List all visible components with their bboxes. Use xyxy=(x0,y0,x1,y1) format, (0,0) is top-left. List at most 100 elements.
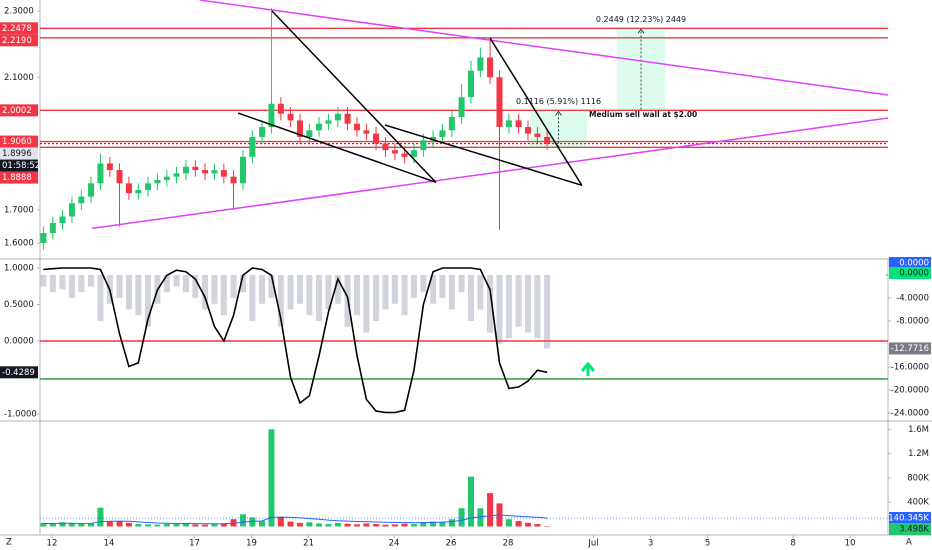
volume-bar xyxy=(239,514,246,527)
candle-body xyxy=(524,126,531,134)
volume-bar xyxy=(40,522,47,527)
volume-bar xyxy=(334,522,341,527)
annotation: Medium sell wall at $2.00 xyxy=(589,110,697,119)
histogram-bar xyxy=(220,275,227,316)
histogram-bar xyxy=(78,275,85,293)
measure-label: 0.1116 (5.91%) 1116 xyxy=(516,97,601,106)
candle-body xyxy=(277,103,284,114)
candle-body xyxy=(145,183,152,190)
volume-bar xyxy=(211,524,218,527)
volume-bar xyxy=(145,524,152,527)
histogram-bar xyxy=(487,275,494,333)
trendline xyxy=(91,117,888,230)
histogram-bar xyxy=(249,275,256,322)
volume-bar xyxy=(249,517,256,527)
volume-bar xyxy=(410,524,417,527)
x-tick-label: 12 xyxy=(47,539,58,549)
histogram-bar xyxy=(211,275,218,304)
candle-body xyxy=(325,120,332,124)
histogram-bar xyxy=(116,275,123,299)
histogram-bar xyxy=(68,275,75,299)
value-label: 2.2478 xyxy=(2,24,32,34)
histogram-bar xyxy=(88,275,95,287)
volume-bar xyxy=(173,524,180,527)
oscillator-line xyxy=(43,267,548,414)
value-label-box xyxy=(889,257,931,270)
y-tick-label: 1.6M xyxy=(908,425,929,435)
value-label: 1.8888 xyxy=(2,173,32,183)
histogram-bar xyxy=(40,275,47,287)
volume-bar xyxy=(277,516,284,527)
histogram-bar xyxy=(163,275,170,293)
volume-bar xyxy=(467,476,474,527)
value-label-box xyxy=(0,171,38,184)
value-label: 3.498K xyxy=(899,524,929,534)
candle-body xyxy=(116,170,123,184)
candle-body xyxy=(373,133,380,144)
value-label-box xyxy=(889,511,931,524)
histogram-bar xyxy=(59,275,66,290)
histogram-bar xyxy=(259,275,266,304)
candle-body xyxy=(363,130,370,134)
value-label-box xyxy=(0,366,38,379)
histogram-bar xyxy=(420,275,427,293)
x-tick-label: 3 xyxy=(648,539,653,549)
histogram-bar xyxy=(287,275,294,310)
x-tick-label: 21 xyxy=(303,539,314,549)
volume-bar xyxy=(325,524,332,527)
y-tick-label: 0.5000 xyxy=(4,300,34,310)
histogram-bar xyxy=(230,275,237,299)
zoom-button[interactable]: Z xyxy=(6,538,12,548)
candle-body xyxy=(173,173,180,177)
value-label: -12.7716 xyxy=(891,344,929,354)
candle-body xyxy=(401,153,408,157)
candle-body xyxy=(59,216,66,224)
x-tick-label: 24 xyxy=(389,539,400,549)
candle-body xyxy=(544,136,551,144)
volume-bar xyxy=(135,524,142,527)
volume-bar xyxy=(163,523,170,527)
y-tick-label: 1.2M xyxy=(908,449,929,459)
volume-bar xyxy=(401,523,408,527)
volume-bar xyxy=(88,523,95,527)
volume-bar xyxy=(59,522,66,527)
histogram-bar xyxy=(401,275,408,316)
candle-body xyxy=(239,156,246,184)
y-tick-label: 0.0000 xyxy=(4,337,34,347)
volume-bar xyxy=(391,524,398,527)
volume-bar xyxy=(97,507,104,527)
value-label-box xyxy=(0,22,38,35)
volume-bar xyxy=(505,519,512,527)
volume-bar xyxy=(382,524,389,527)
x-tick-label: 28 xyxy=(503,539,514,549)
volume-bar xyxy=(515,521,522,527)
volume-bar xyxy=(420,522,427,527)
candle-body xyxy=(163,176,170,181)
candle-body xyxy=(249,136,256,157)
trendline xyxy=(237,112,437,184)
histogram-bar xyxy=(544,275,551,349)
y-tick-label: 400K xyxy=(907,498,929,508)
x-tick-label: Jul xyxy=(587,539,598,549)
candle-body xyxy=(458,97,465,118)
candle-body xyxy=(202,170,209,174)
volume-bar xyxy=(220,523,227,527)
volume-bar xyxy=(68,523,75,527)
value-label: 01:58:52 xyxy=(2,161,40,171)
candle-body xyxy=(515,120,522,127)
measure-arrowhead xyxy=(555,110,562,116)
measure-label: 0.2449 (12.23%) 2449 xyxy=(596,15,686,24)
volume-bar xyxy=(259,521,266,527)
value-label: 1.8996 xyxy=(2,149,32,159)
candle-body xyxy=(49,223,56,234)
y-tick-label: 2.1000 xyxy=(4,73,34,83)
candle-body xyxy=(420,140,427,151)
candle-body xyxy=(154,180,161,184)
histogram-bar xyxy=(316,275,323,322)
candle-body xyxy=(448,117,455,131)
auto-scale-button[interactable]: A xyxy=(906,538,912,548)
candle-body xyxy=(68,203,75,217)
value-label-box xyxy=(0,34,38,47)
candle-body xyxy=(125,183,132,194)
x-tick-label: 14 xyxy=(104,539,115,549)
